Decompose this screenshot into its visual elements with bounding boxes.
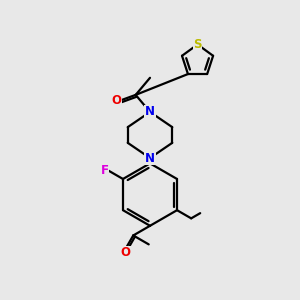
Text: O: O: [121, 247, 130, 260]
Text: N: N: [145, 152, 155, 164]
Text: F: F: [101, 164, 109, 177]
Text: N: N: [145, 106, 155, 118]
Text: S: S: [193, 38, 202, 51]
Text: O: O: [111, 94, 122, 107]
